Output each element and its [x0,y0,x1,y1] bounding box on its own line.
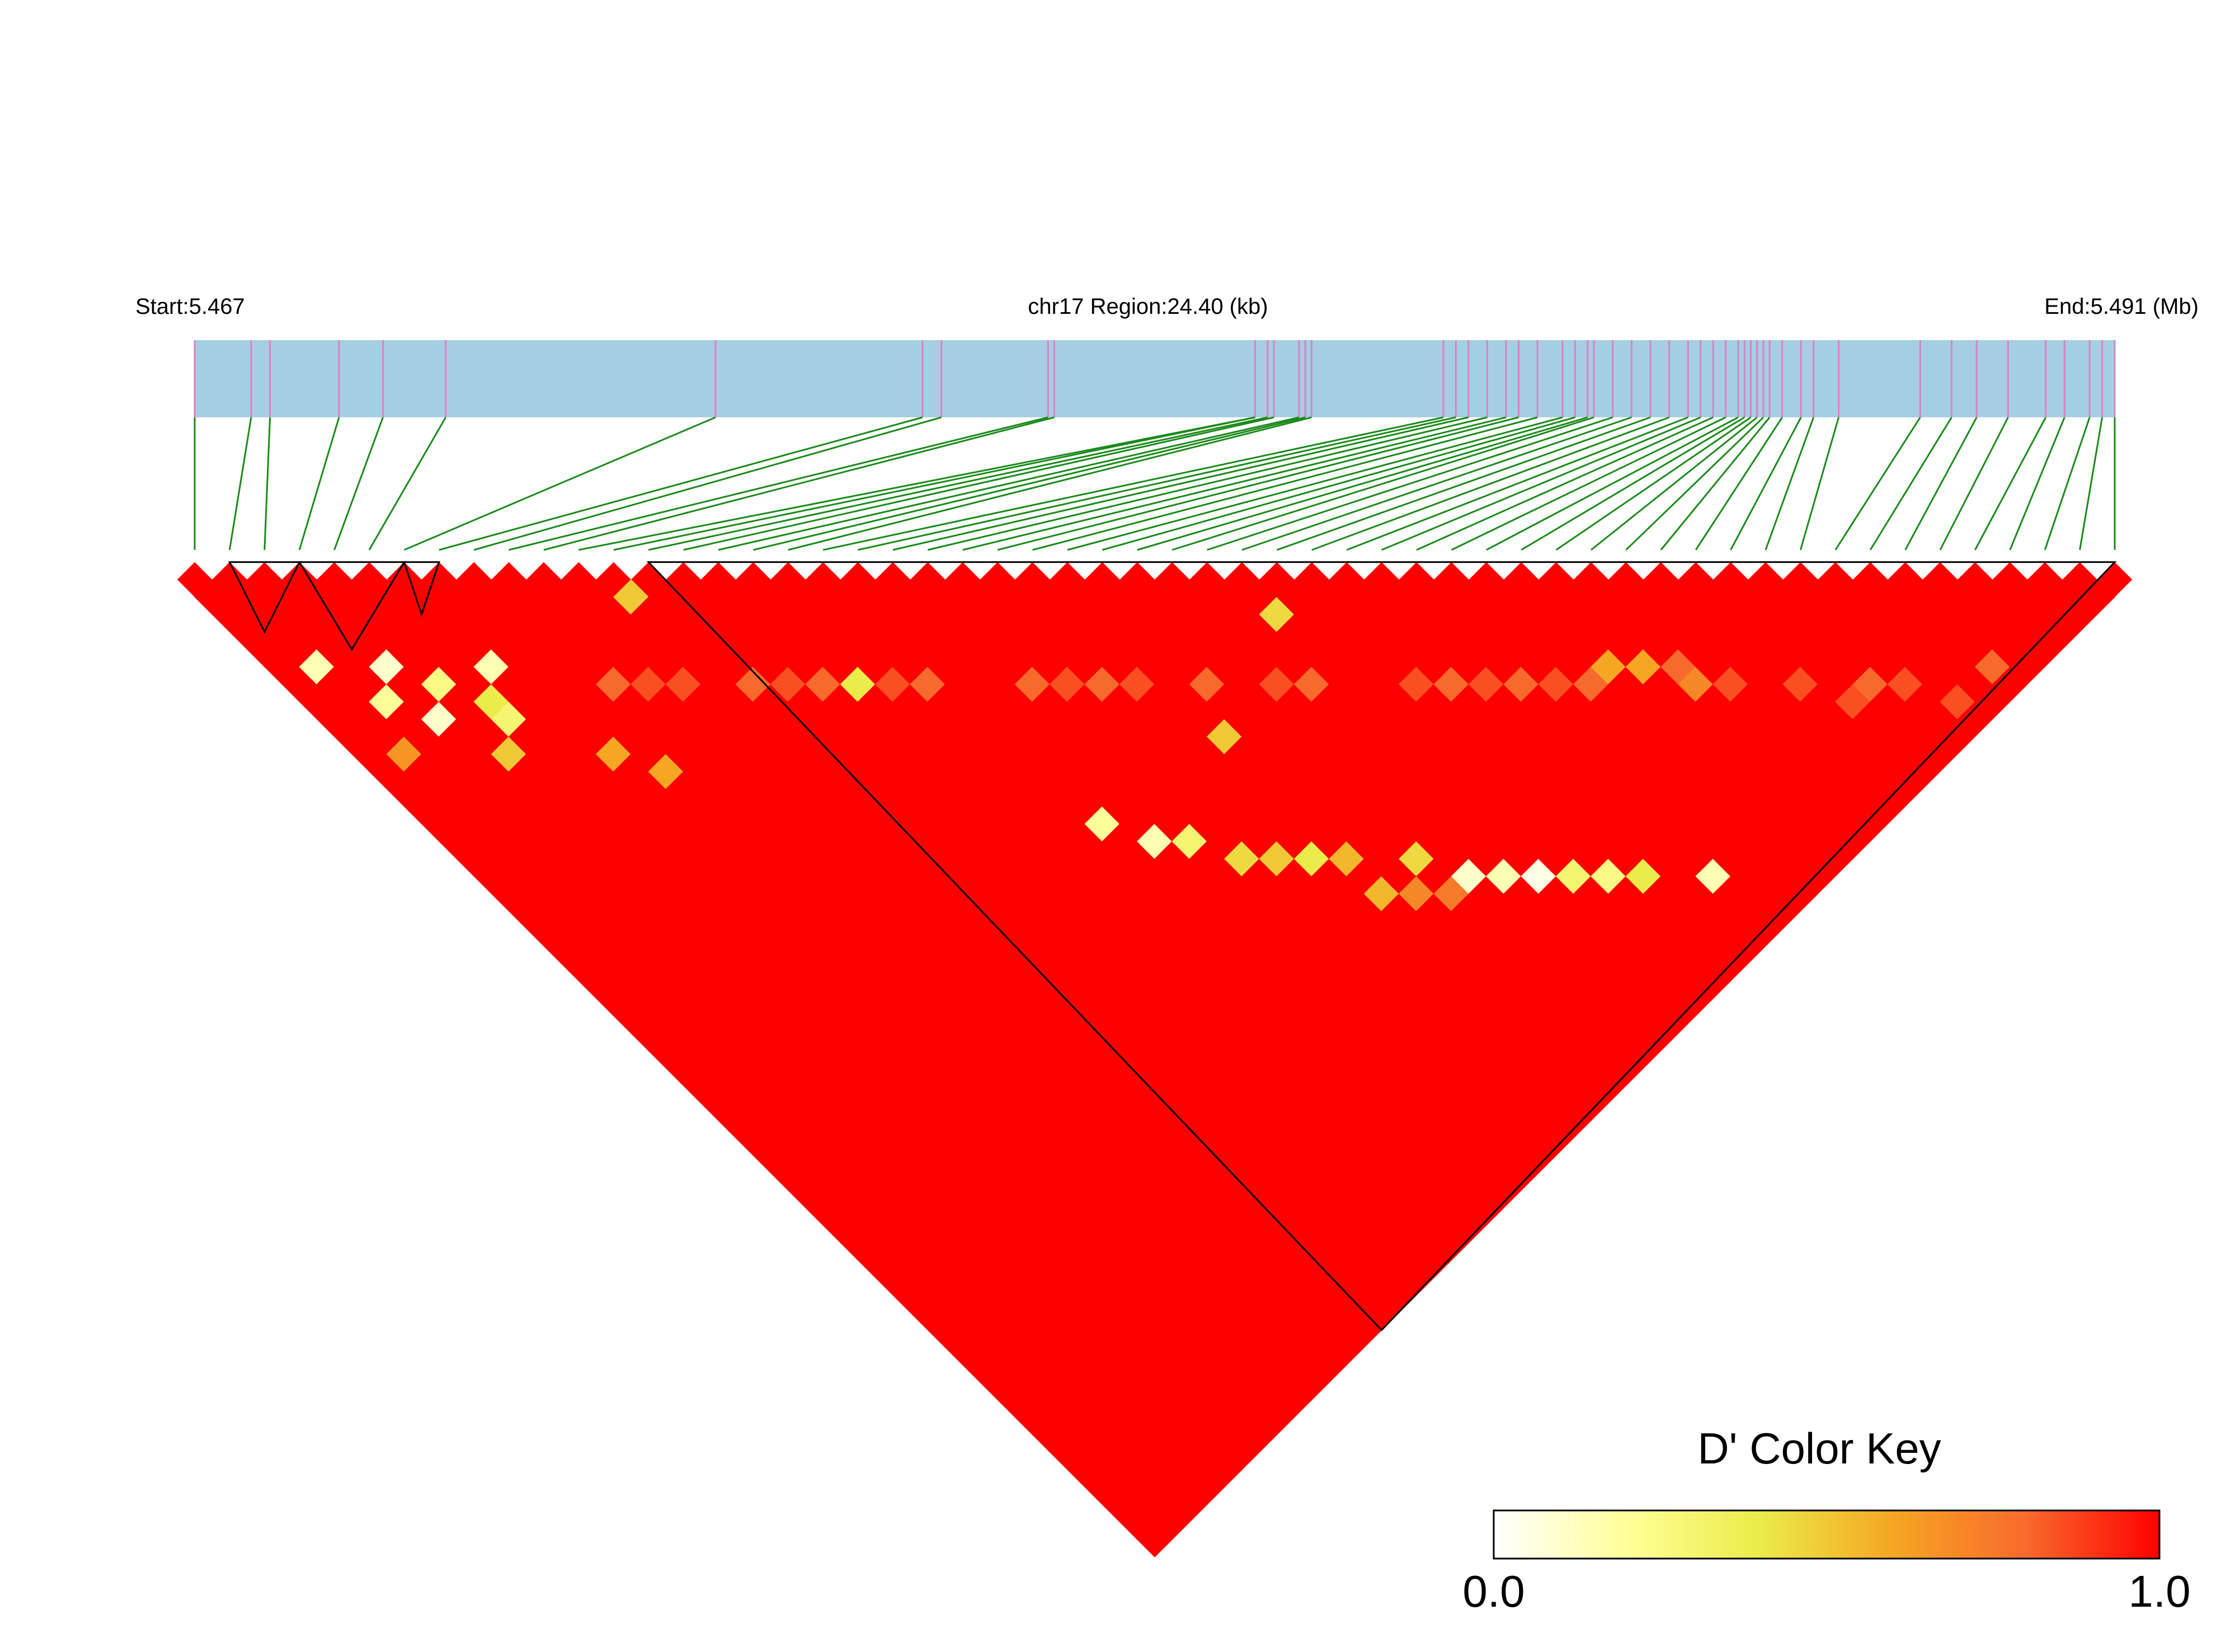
snp-connector-13 [613,416,1255,551]
dprime-heatmap [177,562,2133,1557]
snp-connector-32 [1276,416,1651,551]
snp-marker-51 [1922,562,1958,597]
snp-connector-4 [298,417,340,550]
haplotype-block-outlines [228,561,2117,1331]
snp-connector-10 [509,416,1048,551]
snp-marker-4 [282,562,317,597]
snp-marker-9 [457,562,492,597]
snp-connector-28 [1137,416,1588,551]
snp-connector-21 [892,416,1469,551]
snp-connector-18 [788,416,1312,551]
snp-connector-51 [1939,417,2009,550]
snp-connector-25 [1032,416,1538,551]
snp-connector-54 [2044,417,2091,550]
snp-marker-41 [1573,562,1609,597]
snp-connector-41 [1591,416,1758,551]
snp-connector-37 [1451,416,1726,551]
snp-connector-12 [578,416,1255,551]
snp-connector-50 [1904,417,1978,550]
snp-connector-22 [928,416,1488,551]
snp-connector-40 [1555,416,1752,551]
snp-marker-31 [1224,562,1260,597]
snp-connector-33 [1311,416,1670,551]
ld-cell [2079,579,2115,615]
snp-connector-11 [543,416,1055,551]
snp-connector-19 [822,416,1444,551]
snp-marker-8 [421,562,457,597]
snp-connector-31 [1241,416,1632,551]
snp-connector-48 [1834,417,1921,550]
snp-marker-46 [1748,562,1784,597]
snp-connector-30 [1207,416,1613,551]
snp-connector-43 [1660,417,1771,550]
snp-connector-3 [264,417,271,550]
snp-connector-16 [718,416,1300,551]
snp-connector-47 [1799,417,1839,550]
haplotype-block-3 [403,561,440,618]
snp-connector-45 [1730,417,1802,550]
end-label: End:5.491 (Mb) [2044,294,2199,319]
snp-connector-52 [1974,417,2046,550]
snp-connector-20 [858,416,1456,551]
haplotype-block-4 [646,561,2117,1331]
color-key-gradient-bar [1493,1509,2161,1560]
gene-position-band [195,340,2115,417]
haplotype-block-2 [298,561,406,651]
snp-connector-35 [1381,416,1701,551]
snp-connector-34 [1346,416,1688,551]
snp-connector-7 [403,416,716,551]
snp-connector-49 [1869,417,1952,550]
snp-connector-23 [962,416,1507,551]
snp-connector-14 [648,416,1268,551]
color-key-min-label: 0.0 [1462,1566,1524,1616]
snp-connector-55 [2079,417,2104,550]
snp-marker-56 [2097,562,2133,597]
snp-connector-24 [997,416,1519,551]
snp-connector-42 [1625,416,1764,551]
snp-connector-44 [1695,417,1783,550]
snp-connector-6 [368,417,446,550]
snp-connector-39 [1521,416,1745,551]
snp-connector-5 [333,417,384,550]
snp-connector-9 [473,416,942,551]
snp-connector-lines [194,416,2116,551]
color-key-title: D' Color Key [1697,1424,1941,1473]
snp-connector-2 [228,417,252,550]
region-label: chr17 Region:24.40 (kb) [1028,294,1268,319]
snp-marker-36 [1399,562,1434,597]
snp-connector-17 [753,416,1306,551]
snp-connector-26 [1067,416,1563,551]
snp-connector-29 [1171,416,1594,551]
snp-connector-15 [683,416,1274,551]
color-key-max-label: 1.0 [2128,1566,2190,1616]
snp-connector-36 [1416,416,1714,551]
snp-connector-38 [1486,416,1739,551]
snp-connector-27 [1102,416,1575,551]
snp-connector-53 [2009,417,2065,550]
start-label: Start:5.467 [135,294,245,319]
haplotype-block-1 [228,561,301,634]
snp-connector-8 [439,416,923,551]
snp-position-ticks [194,340,2116,417]
snp-connector-46 [1765,417,1815,550]
